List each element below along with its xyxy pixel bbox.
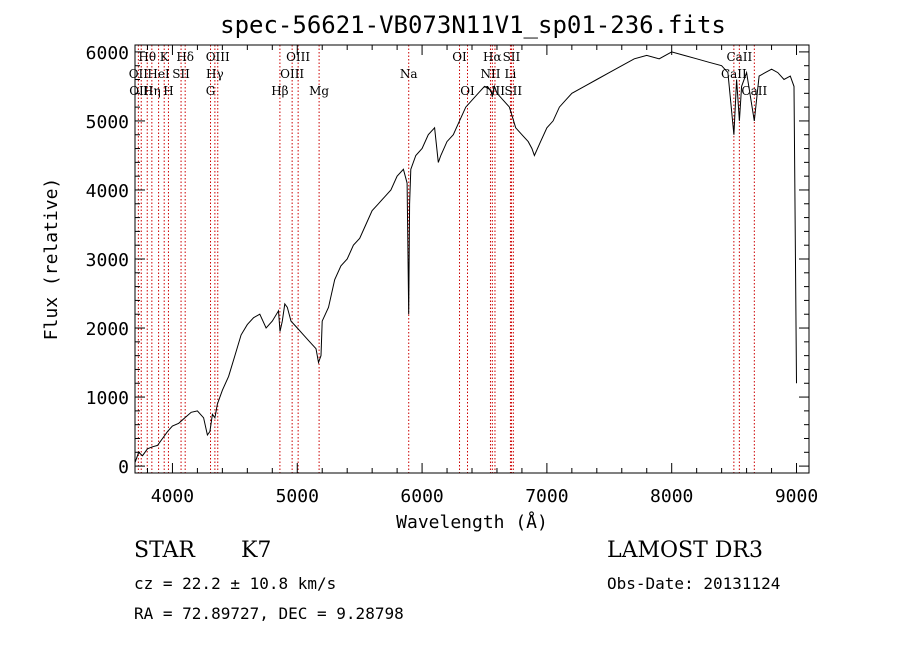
spectral-line-label: Hβ	[271, 84, 288, 98]
observation-date: Obs-Date: 20131124	[607, 574, 781, 593]
spectral-line-label: Hα	[483, 50, 502, 64]
x-tick-label: 8000	[650, 486, 693, 507]
x-tick-label: 4000	[151, 486, 194, 507]
spectral-line-label: G	[206, 84, 216, 98]
redshift-velocity: cz = 22.2 ± 10.8 km/s	[134, 574, 337, 593]
y-tick-label: 2000	[86, 319, 129, 340]
y-tick-label: 1000	[86, 388, 129, 409]
plot-frame	[134, 44, 810, 474]
spectral-line-label: Hθ	[138, 50, 156, 64]
spectral-line-label: OIII	[280, 67, 304, 81]
spectral-line-label: HeI	[147, 67, 170, 81]
spectrum-line	[134, 51, 797, 463]
object-subclass: K7	[241, 538, 272, 563]
spectral-line-label: SII	[504, 84, 522, 98]
y-tick-label: 3000	[86, 250, 129, 271]
y-tick-label: 6000	[86, 43, 129, 64]
y-axis-label: Flux (relative)	[41, 178, 62, 341]
spectral-line-label: Mg	[309, 84, 329, 98]
spectral-line-label: Hη	[143, 84, 161, 98]
spectral-line-label: OII	[129, 67, 149, 81]
x-tick-label: 9000	[775, 486, 818, 507]
spectral-line-label: SII	[172, 67, 190, 81]
spectral-line-label: CaII	[726, 50, 752, 64]
spectral-line-label: NII	[480, 67, 500, 81]
spectral-line-label: OI	[460, 84, 475, 98]
spectral-line-label: CaII	[721, 67, 747, 81]
x-axis-label: Wavelength (Å)	[396, 511, 548, 533]
spectral-line-markers	[137, 45, 755, 473]
spectral-line-label: K	[160, 50, 170, 64]
chart-title: spec-56621-VB073N11V1_sp01-236.fits	[220, 11, 726, 39]
x-tick-label: 7000	[525, 486, 568, 507]
y-axis-ticks: 0 1000 2000 3000 4000 5000 6000	[86, 43, 809, 478]
spectral-line-label: Na	[400, 67, 418, 81]
spectral-line-label: H	[163, 84, 173, 98]
ra-dec-coordinates: RA = 72.89727, DEC = 9.28798	[134, 604, 404, 623]
spectral-line-label: NII	[485, 84, 505, 98]
spectral-line-label: SII	[503, 50, 521, 64]
spectral-line-label: OIII	[206, 50, 230, 64]
spectral-line-label: Li	[505, 67, 517, 81]
object-class: STAR	[134, 538, 195, 563]
spectral-line-label: Hγ	[206, 67, 224, 81]
y-tick-label: 5000	[86, 112, 129, 133]
y-tick-label: 4000	[86, 181, 129, 202]
spectral-line-label: OI	[452, 50, 467, 64]
spectral-line-label: CaII	[741, 84, 767, 98]
x-tick-label: 6000	[400, 486, 443, 507]
spectral-line-label: Hδ	[176, 50, 194, 64]
x-tick-label: 5000	[276, 486, 319, 507]
y-tick-label: 0	[118, 457, 129, 478]
x-axis-ticks: 4000 5000 6000 7000 8000 9000	[146, 45, 818, 507]
survey-name: LAMOST DR3	[607, 538, 763, 563]
spectral-line-label: OIII	[286, 50, 310, 64]
